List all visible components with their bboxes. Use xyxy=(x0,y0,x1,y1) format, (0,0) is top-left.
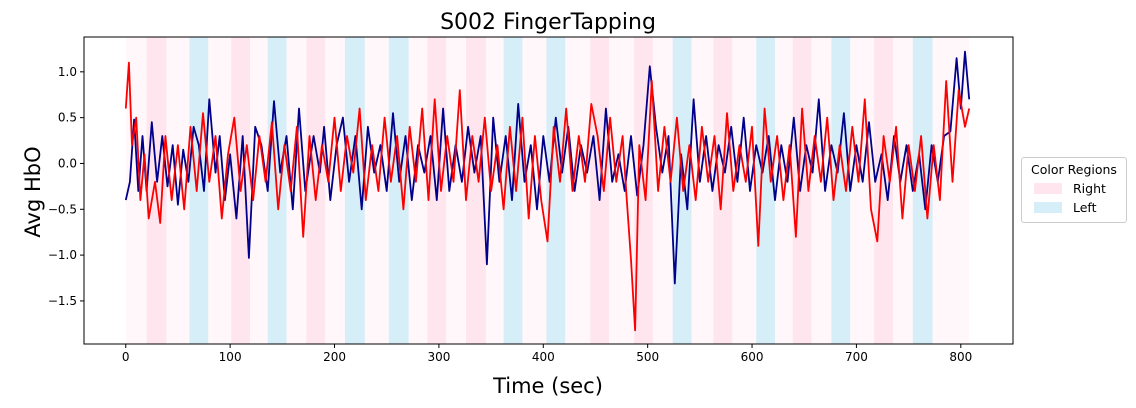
left-region-6 xyxy=(672,37,692,344)
color-regions xyxy=(125,37,970,344)
dark-blue-series-line xyxy=(124,50,971,285)
x-axis-label: Time (sec) xyxy=(492,374,603,398)
chart-title: S002 FingerTapping xyxy=(440,10,656,35)
y-tick-label: −1.5 xyxy=(48,294,77,308)
red-series-line xyxy=(124,61,971,332)
y-tick-label: 1.0 xyxy=(58,65,77,79)
left-region-8 xyxy=(831,37,851,344)
legend-label-left: Left xyxy=(1073,200,1097,215)
x-tick-label: 0 xyxy=(122,350,130,364)
right-region-4 xyxy=(466,37,486,344)
x-tick-label: 700 xyxy=(845,350,868,364)
y-axis-ticks: −1.5 −1.0 −0.5 0.0 0.5 1.0 xyxy=(48,65,84,308)
left-region-7 xyxy=(756,37,776,344)
y-axis-label: Avg HbO xyxy=(21,146,45,237)
left-region-0 xyxy=(189,37,209,344)
x-tick-label: 500 xyxy=(636,350,659,364)
x-tick-label: 800 xyxy=(949,350,972,364)
left-region-2 xyxy=(344,37,365,344)
right-region-9 xyxy=(874,37,893,344)
y-tick-label: −0.5 xyxy=(48,202,77,216)
data-lines xyxy=(124,50,971,332)
x-axis-ticks: 0 100 200 300 400 500 600 700 800 xyxy=(122,344,972,364)
legend-swatch-right xyxy=(1034,183,1062,194)
legend-title: Color Regions xyxy=(1031,162,1117,177)
x-tick-label: 300 xyxy=(427,350,450,364)
right-region-2 xyxy=(306,37,326,344)
right-region-8 xyxy=(792,37,812,344)
x-tick-label: 100 xyxy=(219,350,242,364)
legend-label-right: Right xyxy=(1073,181,1106,196)
left-region-5 xyxy=(546,37,566,344)
legend: Color Regions Right Left xyxy=(1021,157,1127,223)
y-tick-label: 0.0 xyxy=(58,156,77,170)
y-tick-label: −1.0 xyxy=(48,248,77,262)
right-region-6 xyxy=(634,37,653,344)
plot-frame xyxy=(83,36,1014,345)
x-tick-label: 200 xyxy=(323,350,346,364)
x-tick-label: 600 xyxy=(741,350,764,364)
legend-swatch-left xyxy=(1034,202,1062,213)
x-tick-label: 400 xyxy=(532,350,555,364)
y-tick-label: 0.5 xyxy=(58,111,77,125)
legend-entry-right: Right xyxy=(1034,181,1126,196)
legend-entry-left: Left xyxy=(1034,200,1126,215)
